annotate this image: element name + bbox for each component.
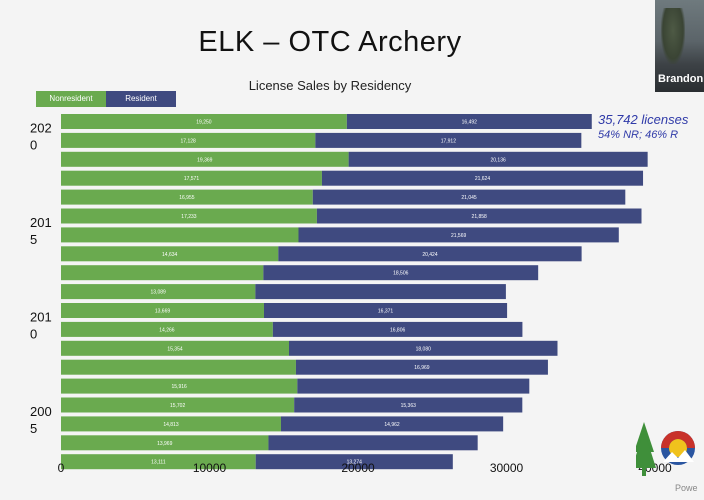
bar-resident bbox=[280, 416, 504, 432]
bar-label-nonresident: 16,955 bbox=[179, 195, 195, 201]
bar-nonresident bbox=[61, 170, 322, 186]
chart-title: License Sales by Residency bbox=[248, 78, 412, 93]
year-label: 201 bbox=[30, 309, 52, 324]
bar-nonresident bbox=[61, 265, 264, 281]
bar-resident bbox=[255, 284, 506, 300]
year-label: 0 bbox=[30, 326, 37, 341]
bar-label-resident: 21,045 bbox=[461, 195, 477, 201]
bar-nonresident bbox=[61, 397, 295, 413]
annotation-total-licenses: 35,742 licenses bbox=[598, 112, 689, 127]
bar-nonresident bbox=[61, 284, 256, 300]
bar-nonresident bbox=[61, 416, 281, 432]
bar-label-resident: 17,912 bbox=[441, 138, 457, 144]
bar-label-resident: 20,136 bbox=[490, 157, 506, 163]
bar-label-nonresident: 13,969 bbox=[157, 441, 173, 447]
bar-resident bbox=[346, 114, 592, 129]
bar-label-nonresident: 13,089 bbox=[151, 290, 167, 296]
bar-resident bbox=[294, 397, 523, 413]
year-label: 5 bbox=[30, 421, 37, 436]
video-background bbox=[661, 8, 685, 64]
year-label: 0 bbox=[30, 137, 37, 152]
bar-resident bbox=[298, 227, 619, 243]
bar-label-resident: 16,806 bbox=[390, 327, 406, 333]
bar-label-nonresident: 13,669 bbox=[155, 309, 171, 315]
bar-nonresident bbox=[61, 114, 347, 129]
bar-label-resident: 14,962 bbox=[384, 422, 400, 428]
bar-label-nonresident: 19,250 bbox=[196, 120, 212, 126]
colorado-parks-wildlife-logo bbox=[636, 422, 695, 476]
bar-label-nonresident: 17,233 bbox=[181, 214, 197, 220]
bar-nonresident bbox=[61, 208, 317, 224]
x-tick-label: 30000 bbox=[490, 461, 524, 475]
bar-label-resident: 21,624 bbox=[475, 176, 491, 182]
bar-resident bbox=[316, 208, 642, 224]
bar-label-resident: 18,080 bbox=[416, 346, 432, 352]
bar-label-nonresident: 13,111 bbox=[151, 460, 166, 466]
bar-label-resident: 21,569 bbox=[451, 233, 467, 239]
bar-label-nonresident: 15,916 bbox=[172, 384, 188, 390]
x-tick-label: 20000 bbox=[341, 461, 375, 475]
bar-label-resident: 21,858 bbox=[472, 214, 488, 220]
bar-nonresident bbox=[61, 435, 269, 451]
bar-label-resident: 16,371 bbox=[378, 309, 394, 315]
presenter-video-thumbnail bbox=[655, 0, 704, 92]
year-label: 200 bbox=[30, 404, 52, 419]
bar-resident bbox=[263, 265, 539, 281]
bar-resident bbox=[255, 454, 453, 470]
bar-nonresident bbox=[61, 303, 264, 318]
bar-label-nonresident: 15,702 bbox=[170, 403, 186, 409]
bar-label-nonresident: 17,128 bbox=[181, 138, 197, 144]
bar-label-nonresident: 15,354 bbox=[167, 346, 183, 352]
bar-label-nonresident: 19,369 bbox=[197, 157, 213, 163]
bar-resident bbox=[312, 189, 626, 205]
watermark: Powe bbox=[675, 483, 698, 493]
bar-nonresident bbox=[61, 227, 299, 243]
bar-label-resident: 16,492 bbox=[462, 120, 478, 126]
legend-resident: Resident bbox=[106, 91, 176, 107]
bar-resident bbox=[289, 340, 558, 356]
bar-resident bbox=[278, 246, 582, 262]
x-tick-label: 10000 bbox=[193, 461, 227, 475]
bar-label-resident: 16,969 bbox=[414, 365, 430, 371]
annotation-residency-split: 54% NR; 46% R bbox=[598, 129, 679, 141]
bar-resident bbox=[268, 435, 478, 451]
bar-nonresident bbox=[61, 321, 273, 337]
bar-nonresident bbox=[61, 378, 298, 394]
bar-label-resident: 20,424 bbox=[422, 252, 438, 258]
bar-label-nonresident: 17,571 bbox=[184, 176, 200, 182]
bar-label-nonresident: 14,634 bbox=[162, 252, 178, 258]
presenter-name: Brandon bbox=[658, 73, 704, 85]
bar-nonresident bbox=[61, 151, 349, 167]
bar-resident bbox=[295, 359, 548, 375]
bar-nonresident bbox=[61, 132, 316, 148]
year-label: 5 bbox=[30, 232, 37, 247]
bar-resident bbox=[321, 170, 644, 186]
bar-label-resident: 13,274 bbox=[347, 460, 363, 466]
bar-nonresident bbox=[61, 340, 290, 356]
bar-label-resident: 15,363 bbox=[401, 403, 417, 409]
year-label: 201 bbox=[30, 215, 52, 230]
bar-resident bbox=[297, 378, 530, 394]
year-label: 202 bbox=[30, 120, 52, 135]
bar-resident bbox=[315, 132, 582, 148]
bar-nonresident bbox=[61, 454, 256, 470]
bar-label-nonresident: 14,266 bbox=[159, 327, 175, 333]
x-tick-label: 0 bbox=[58, 461, 65, 475]
bar-nonresident bbox=[61, 246, 279, 262]
bar-resident bbox=[272, 321, 523, 337]
bar-nonresident bbox=[61, 359, 296, 375]
bar-label-nonresident: 14,813 bbox=[163, 422, 179, 428]
bar-resident bbox=[263, 303, 508, 318]
bar-label-resident: 18,506 bbox=[393, 271, 409, 277]
bar-resident bbox=[348, 151, 648, 167]
legend-nonresident: Nonresident bbox=[36, 91, 106, 107]
bar-nonresident bbox=[61, 189, 313, 205]
slide-title: ELK – OTC Archery bbox=[198, 26, 462, 58]
